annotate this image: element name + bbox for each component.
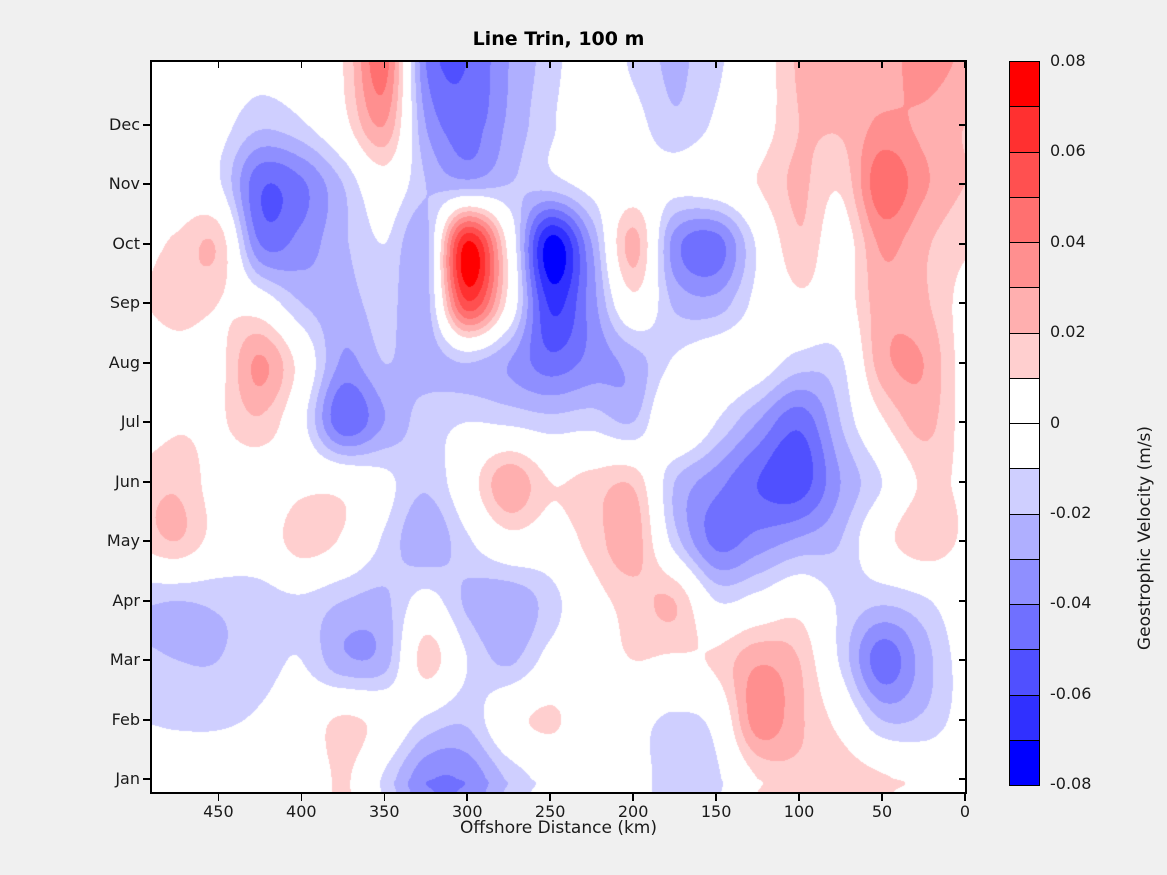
axis-tick-mark: [959, 124, 965, 126]
axis-tick-mark: [300, 62, 303, 68]
y-tick-label: Jan: [115, 769, 140, 788]
axis-tick-mark: [632, 62, 634, 68]
x-tick-label: 50: [871, 802, 893, 821]
colorbar-segment: [1010, 649, 1039, 695]
colorbar-tick-label: -0.04: [1050, 593, 1092, 613]
colorbar-tick-label: 0.04: [1050, 231, 1086, 251]
contour-canvas: [152, 62, 965, 792]
colorbar: [1009, 61, 1040, 786]
colorbar-tick-label: 0: [1050, 412, 1061, 432]
axis-tick-mark: [143, 421, 150, 423]
axis-tick-mark: [632, 794, 634, 801]
colorbar-segment: [1010, 739, 1039, 785]
axis-tick-mark: [549, 62, 551, 68]
y-tick-label: Dec: [109, 114, 140, 134]
axis-tick-mark: [383, 794, 386, 801]
x-tick-label: 250: [534, 802, 566, 821]
axis-tick-mark: [959, 362, 965, 364]
y-tick-label: Feb: [111, 710, 140, 730]
y-tick-label: Apr: [112, 591, 140, 611]
colorbar-segment: [1010, 377, 1039, 423]
colorbar-segment: [1010, 62, 1039, 107]
x-tick-label: 100: [783, 802, 815, 821]
colorbar-segment: [1010, 332, 1039, 378]
axis-tick-mark: [964, 794, 966, 801]
colorbar-segment: [1010, 423, 1039, 469]
axis-tick-mark: [549, 794, 551, 801]
y-tick-label: Jul: [120, 412, 140, 432]
axis-tick-mark: [143, 243, 150, 245]
x-tick-label: 0: [959, 802, 971, 821]
axis-tick-mark: [881, 794, 883, 801]
axis-tick-mark: [959, 243, 965, 245]
y-tick-label: Nov: [108, 173, 140, 193]
colorbar-tick-label: 0.06: [1050, 141, 1086, 161]
y-tick-label: Oct: [112, 233, 140, 253]
axis-tick-mark: [959, 540, 965, 542]
y-tick-label: Mar: [109, 650, 140, 670]
colorbar-tick-label: -0.06: [1050, 683, 1092, 703]
axis-tick-mark: [964, 62, 966, 68]
axis-tick-mark: [959, 302, 965, 304]
colorbar-segment: [1010, 287, 1039, 333]
axis-tick-mark: [143, 719, 150, 721]
axis-tick-mark: [143, 183, 150, 185]
axis-tick-mark: [217, 62, 220, 68]
axis-tick-mark: [959, 778, 965, 780]
axis-tick-mark: [798, 794, 800, 801]
axis-tick-mark: [715, 62, 717, 68]
colorbar-tick-label: 0.08: [1050, 51, 1086, 70]
x-tick-label: 200: [617, 802, 649, 821]
plot-area: [150, 60, 967, 794]
colorbar-segment: [1010, 468, 1039, 514]
x-tick-label: 450: [203, 802, 234, 821]
axis-tick-mark: [217, 794, 220, 801]
axis-tick-mark: [143, 659, 150, 661]
colorbar-segment: [1010, 694, 1039, 740]
axis-tick-mark: [143, 124, 150, 126]
axis-tick-mark: [798, 62, 800, 68]
colorbar-segment: [1010, 558, 1039, 604]
colorbar-tick-label: -0.08: [1050, 774, 1092, 793]
x-tick-label: 300: [451, 802, 483, 821]
axis-tick-mark: [959, 183, 965, 185]
colorbar-segment: [1010, 604, 1039, 650]
x-tick-label: 400: [286, 802, 317, 821]
x-axis-label: Offshore Distance (km): [459, 818, 657, 838]
axis-tick-mark: [959, 659, 965, 661]
axis-tick-mark: [881, 62, 883, 68]
axis-tick-mark: [959, 600, 965, 602]
axis-tick-mark: [143, 481, 150, 483]
axis-tick-mark: [466, 794, 468, 801]
colorbar-segment: [1010, 196, 1039, 242]
y-tick-label: Jun: [115, 471, 140, 491]
colorbar-segment: [1010, 242, 1039, 288]
colorbar-segment: [1010, 106, 1039, 152]
axis-tick-mark: [143, 362, 150, 364]
axis-tick-mark: [300, 794, 303, 801]
y-tick-label: Aug: [108, 352, 140, 372]
x-tick-label: 350: [369, 802, 400, 821]
chart-title: Line Trin, 100 m: [472, 28, 645, 50]
axis-tick-mark: [959, 481, 965, 483]
colorbar-tick-label: 0.02: [1050, 322, 1086, 342]
axis-tick-mark: [715, 794, 717, 801]
colorbar-segment: [1010, 513, 1039, 559]
axis-tick-mark: [143, 302, 150, 304]
axis-tick-mark: [959, 719, 965, 721]
axis-tick-mark: [959, 421, 965, 423]
y-tick-label: Sep: [109, 292, 140, 312]
axis-tick-mark: [143, 600, 150, 602]
y-tick-label: May: [106, 531, 140, 551]
colorbar-segment: [1010, 151, 1039, 197]
colorbar-label: Geostrophic Velocity (m/s): [1135, 425, 1155, 651]
x-tick-label: 150: [700, 802, 732, 821]
axis-tick-mark: [466, 62, 468, 68]
axis-tick-mark: [143, 540, 150, 542]
axis-tick-mark: [383, 62, 386, 68]
colorbar-tick-label: -0.02: [1050, 502, 1092, 522]
axis-tick-mark: [143, 778, 150, 780]
